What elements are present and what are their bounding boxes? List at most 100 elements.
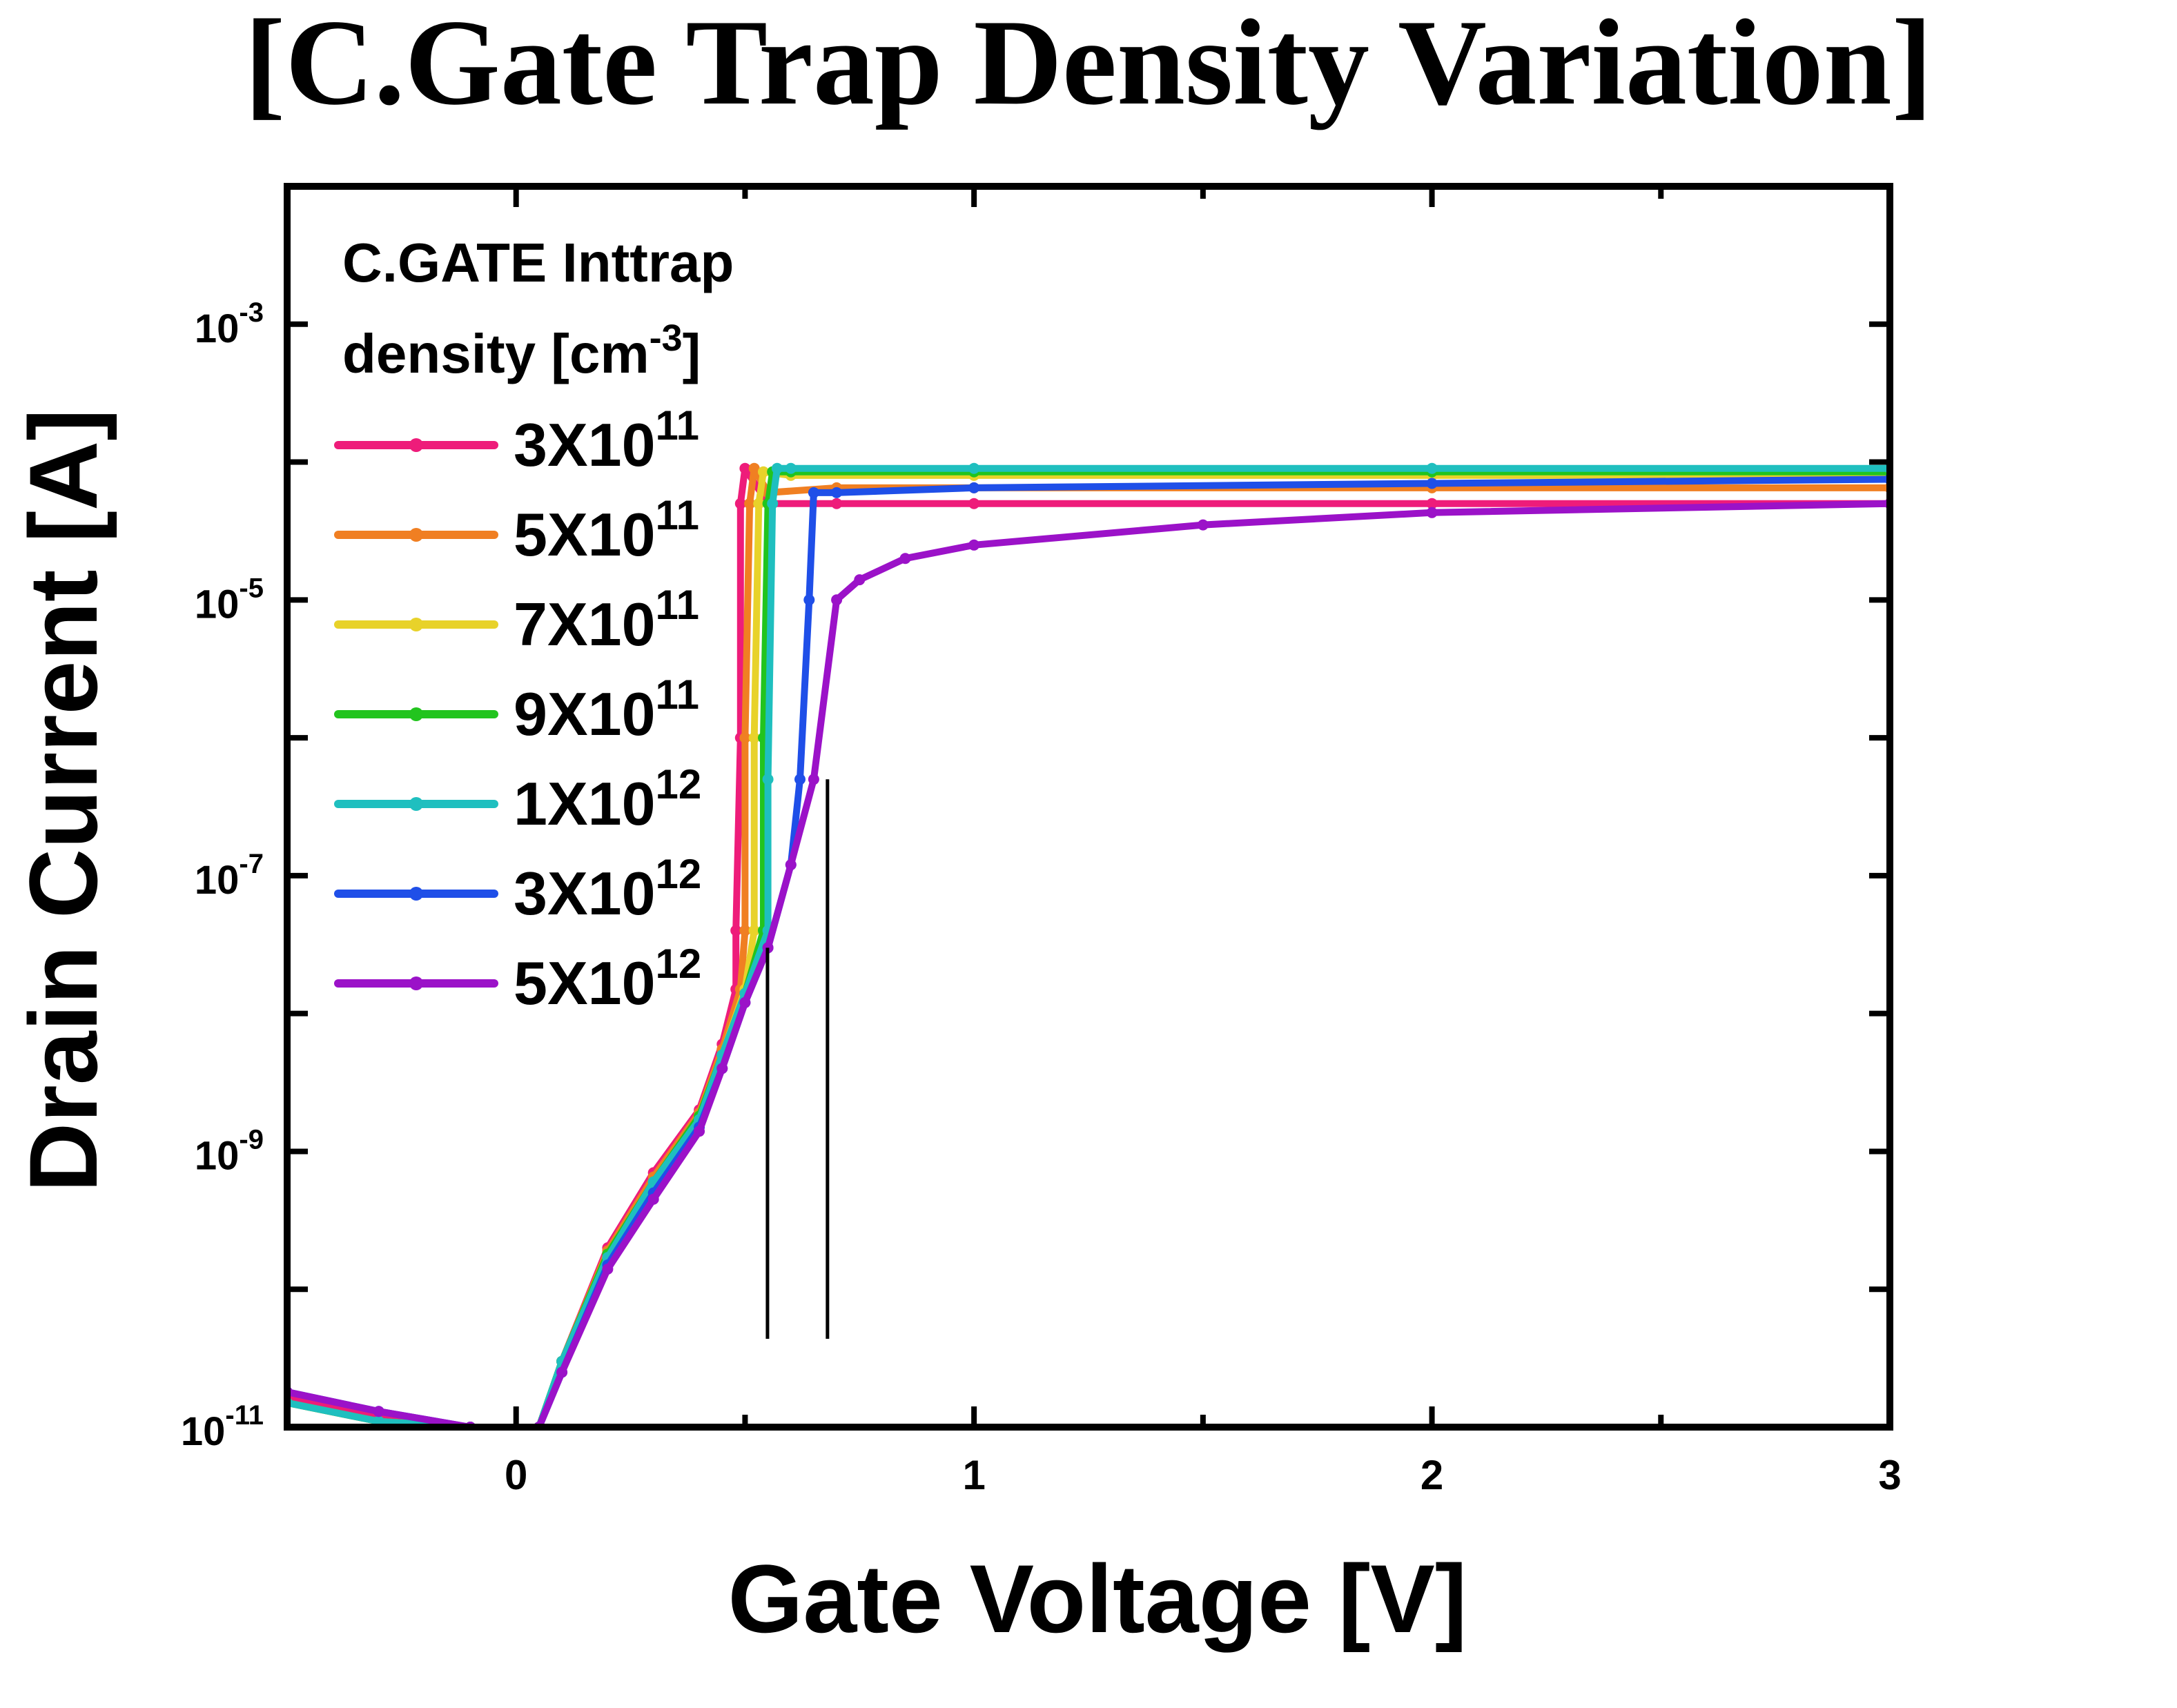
legend-label-exp-2: 11	[656, 582, 699, 628]
series-6-point-14	[854, 574, 866, 586]
legend-label-base-4: 1X10	[514, 769, 656, 838]
legend-label-exp-0: 11	[656, 402, 699, 449]
series-6-point-1	[373, 1406, 384, 1417]
legend-title-exp: -3	[650, 317, 683, 359]
y-tick-label-exp-2: -7	[239, 849, 264, 879]
x-tick-label-0: 0	[505, 1452, 527, 1498]
series-5-point-17	[1426, 478, 1438, 489]
series-1-point-10	[739, 925, 751, 936]
series-6-point-10	[762, 942, 774, 954]
series-0-point-10	[730, 925, 742, 936]
series-6-point-4	[556, 1366, 568, 1378]
series-6-point-18	[1426, 507, 1438, 518]
legend-label-base-5: 3X10	[514, 859, 656, 927]
series-0-point-13	[739, 462, 751, 474]
legend-label-0: 3X1011	[514, 402, 699, 479]
series-4-point-16	[1426, 462, 1438, 474]
legend-label-5: 3X1012	[514, 851, 701, 927]
series-0-point-12	[734, 498, 746, 509]
legend-entry-3: 9X1011	[334, 671, 699, 748]
legend-entry-1: 5X1011	[334, 492, 699, 569]
legend-label-exp-1: 11	[656, 492, 699, 538]
x-axis-label: Gate Voltage [V]	[728, 1544, 1467, 1653]
y-axis-label: Drain Current [A]	[9, 409, 117, 1192]
legend-label-base-6: 5X10	[514, 949, 656, 1017]
series-6-point-7	[694, 1126, 705, 1137]
x-tick-label-2: 2	[1421, 1452, 1443, 1498]
y-tick-label-2: 10-7	[195, 849, 264, 903]
y-tick-label-exp-0: -11	[225, 1400, 264, 1431]
y-tick-label-base-0: 10	[181, 1409, 226, 1454]
series-2-point-10	[748, 925, 760, 936]
legend-label-1: 5X1011	[514, 492, 699, 569]
chart-title: [C.Gate Trap Density Variation]	[244, 0, 1933, 130]
legend-label-3: 9X1011	[514, 671, 699, 748]
y-tick-label-3: 10-5	[195, 573, 264, 627]
series-6-point-12	[808, 774, 819, 785]
legend-entry-5: 3X1012	[334, 851, 701, 927]
legend-title-suffix: ]	[683, 323, 701, 384]
series-5-point-16	[968, 482, 980, 493]
legend-label-exp-4: 12	[656, 761, 702, 807]
y-tick-label-base-3: 10	[195, 582, 240, 627]
series-6-point-16	[968, 539, 980, 551]
series-6-point-17	[1197, 519, 1209, 531]
y-tick-label-exp-4: -3	[239, 297, 264, 328]
series-0-point-17	[1426, 498, 1438, 509]
legend-label-base-0: 3X10	[514, 411, 656, 479]
legend-label-2: 7X1011	[514, 582, 699, 658]
series-6-point-5	[602, 1264, 614, 1275]
legend-title-prefix: density [cm	[342, 323, 650, 384]
legend-label-exp-6: 12	[656, 941, 702, 987]
y-tick-label-exp-1: -9	[239, 1124, 264, 1155]
series-6-point-6	[647, 1193, 659, 1205]
series-6	[287, 498, 1890, 1427]
legend-label-6: 5X1012	[514, 941, 701, 1017]
legend-label-base-2: 7X10	[514, 590, 656, 658]
legend-marker-5	[409, 887, 423, 901]
series-0-point-16	[968, 498, 980, 509]
legend-entry-6: 5X1012	[334, 941, 701, 1017]
legend-label-exp-3: 11	[656, 671, 699, 718]
legend-label-exp-5: 12	[656, 851, 702, 897]
series-6-point-8	[716, 1063, 728, 1074]
legend-title-line2: density [cm-3]	[342, 317, 701, 384]
series-5-point-12	[794, 774, 806, 785]
series-2-point-11	[748, 732, 760, 744]
series-6-point-11	[785, 859, 797, 871]
legend-marker-2	[409, 618, 423, 631]
series-1-point-12	[744, 498, 756, 509]
x-tick-label-1: 1	[962, 1452, 985, 1498]
series-6-point-15	[899, 553, 911, 565]
series-4-point-15	[968, 462, 980, 474]
series-line-4	[287, 464, 1890, 1427]
series-2-point-12	[753, 498, 765, 509]
series-4-point-12	[767, 498, 779, 509]
x-tick-label-3: 3	[1878, 1452, 1901, 1498]
legend-label-base-1: 5X10	[514, 500, 656, 569]
series-4-point-14	[785, 462, 797, 474]
legend-entry-4: 1X1012	[334, 761, 701, 838]
legend-entry-0: 3X1011	[334, 402, 699, 479]
y-tick-label-4: 10-3	[195, 297, 264, 351]
series-2-point-13	[758, 466, 769, 478]
legend-marker-4	[409, 797, 423, 811]
series-4-point-13	[771, 462, 783, 474]
y-tick-label-base-1: 10	[195, 1133, 240, 1178]
legend-marker-6	[409, 976, 423, 990]
series-6-point-9	[739, 997, 751, 1008]
y-tick-label-base-2: 10	[195, 858, 240, 903]
legend-label-base-3: 9X10	[514, 680, 656, 748]
legend-title-line1: C.GATE Inttrap	[342, 232, 734, 293]
legend-marker-3	[409, 707, 423, 721]
legend-label-4: 1X1012	[514, 761, 701, 838]
plot-frame	[284, 183, 1893, 1431]
series-6-point-13	[831, 594, 843, 606]
legend-marker-0	[409, 438, 423, 452]
series-1-point-11	[739, 732, 751, 744]
y-tick-label-1: 10-9	[195, 1124, 264, 1178]
